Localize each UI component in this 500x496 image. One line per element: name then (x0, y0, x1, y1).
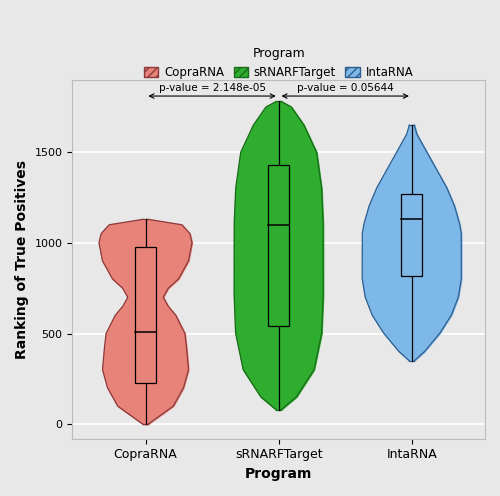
X-axis label: Program: Program (245, 467, 312, 481)
Text: p-value = 0.05644: p-value = 0.05644 (297, 83, 394, 93)
Text: p-value = 2.148e-05: p-value = 2.148e-05 (158, 83, 266, 93)
Legend: CopraRNA, sRNARFTarget, IntaRNA: CopraRNA, sRNARFTarget, IntaRNA (140, 43, 418, 84)
Bar (135, 247, 156, 382)
Y-axis label: Ranking of True Positives: Ranking of True Positives (15, 160, 29, 359)
Bar (401, 194, 422, 276)
Bar (268, 165, 289, 326)
